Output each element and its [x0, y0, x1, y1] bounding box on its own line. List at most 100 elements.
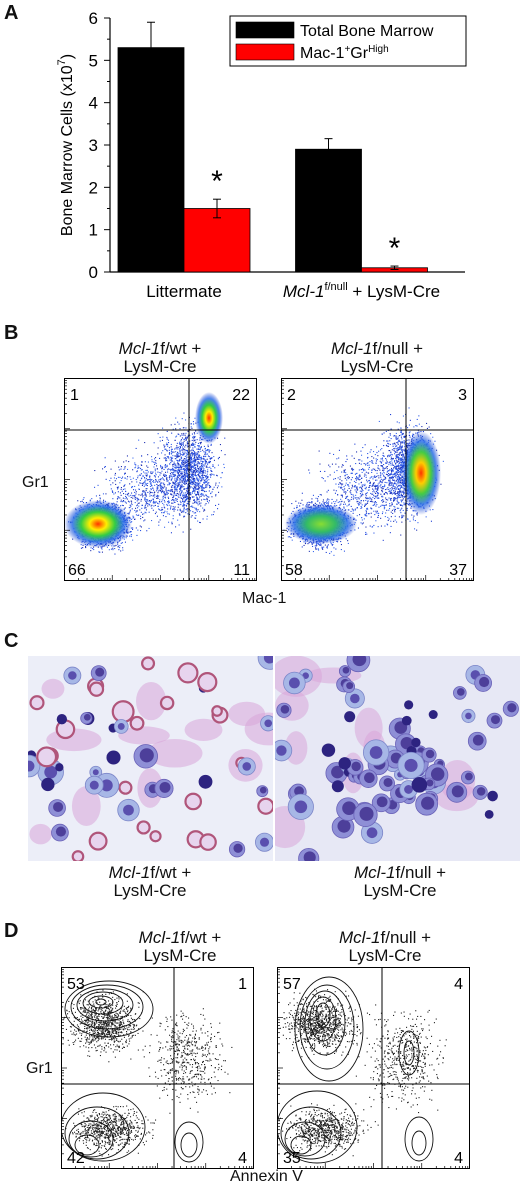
- event-dot: [120, 468, 122, 470]
- event-dot: [160, 466, 162, 468]
- event-dot: [157, 492, 159, 494]
- event-dot: [190, 456, 192, 458]
- event-dot: [194, 517, 196, 519]
- event-dot: [130, 531, 132, 533]
- event-dot: [162, 490, 164, 492]
- event-dot: [206, 518, 208, 520]
- quadrant-ll-value: 66: [68, 562, 86, 579]
- event-dot: [173, 510, 175, 512]
- event-dot: [97, 484, 99, 486]
- event-dot: [154, 491, 156, 493]
- event-dot: [152, 481, 154, 483]
- event-dot: [101, 551, 103, 553]
- event-dot: [132, 457, 134, 459]
- event-dot: [131, 487, 133, 489]
- event-dot: [183, 469, 185, 471]
- event-dot: [205, 490, 207, 492]
- event-dot: [205, 494, 207, 496]
- event-dot: [165, 488, 167, 490]
- event-dot: [157, 433, 159, 435]
- event-dot: [208, 449, 210, 451]
- event-dot: [122, 501, 124, 503]
- event-dot: [204, 504, 206, 506]
- event-dot: [209, 461, 211, 463]
- event-dot: [122, 497, 124, 499]
- event-dot: [196, 510, 198, 512]
- event-dot: [200, 487, 202, 489]
- event-dot: [185, 473, 187, 475]
- y-tick-label: 1: [89, 221, 98, 240]
- event-dot: [165, 474, 167, 476]
- event-dot: [167, 492, 169, 494]
- event-dot: [181, 475, 183, 477]
- event-dot: [176, 489, 178, 491]
- event-dot: [206, 465, 208, 467]
- event-dot: [201, 499, 203, 501]
- event-dot: [174, 471, 176, 473]
- event-dot: [144, 499, 146, 501]
- event-dot: [169, 472, 171, 474]
- event-dot: [118, 549, 120, 551]
- event-dot: [182, 475, 184, 477]
- event-dot: [163, 479, 165, 481]
- event-dot: [193, 436, 195, 438]
- event-dot: [136, 500, 138, 502]
- event-dot: [193, 467, 195, 469]
- event-dot: [166, 464, 168, 466]
- event-dot: [150, 471, 152, 473]
- event-dot: [194, 460, 196, 462]
- event-dot: [182, 443, 184, 445]
- event-dot: [184, 449, 186, 451]
- event-dot: [197, 458, 199, 460]
- event-dot: [189, 493, 191, 495]
- event-dot: [149, 501, 151, 503]
- event-dot: [296, 506, 298, 508]
- event-dot: [131, 508, 133, 510]
- event-dot: [121, 542, 123, 544]
- event-dot: [123, 485, 125, 487]
- event-dot: [134, 467, 136, 469]
- event-dot: [181, 466, 183, 468]
- event-dot: [157, 453, 159, 455]
- event-dot: [162, 491, 164, 493]
- event-dot: [170, 450, 172, 452]
- event-dot: [150, 499, 152, 501]
- event-dot: [148, 527, 150, 529]
- event-dot: [322, 547, 324, 549]
- event-dot: [181, 458, 183, 460]
- event-dot: [176, 494, 178, 496]
- y-tick-label: 6: [89, 9, 98, 28]
- event-dot: [145, 477, 147, 479]
- event-dot: [137, 467, 139, 469]
- event-dot: [179, 452, 181, 454]
- event-dot: [150, 482, 152, 484]
- event-dot: [146, 503, 148, 505]
- event-dot: [196, 469, 198, 471]
- event-dot: [195, 475, 197, 477]
- event-dot: [179, 481, 181, 483]
- legend-swatch: [235, 21, 295, 39]
- event-dot: [134, 509, 136, 511]
- event-dot: [154, 463, 156, 465]
- event-dot: [162, 478, 164, 480]
- event-dot: [190, 470, 192, 472]
- event-dot: [184, 498, 186, 500]
- event-dot: [178, 433, 180, 435]
- event-dot: [322, 501, 324, 503]
- event-dot: [155, 480, 157, 482]
- event-dot: [191, 466, 193, 468]
- event-dot: [135, 493, 137, 495]
- event-dot: [186, 460, 188, 462]
- event-dot: [182, 460, 184, 462]
- event-dot: [189, 492, 191, 494]
- event-dot: [175, 417, 177, 419]
- event-dot: [162, 436, 164, 438]
- event-dot: [187, 441, 189, 443]
- event-dot: [128, 495, 130, 497]
- event-dot: [148, 503, 150, 505]
- event-dot: [181, 495, 183, 497]
- event-dot: [108, 549, 110, 551]
- event-dot: [189, 451, 191, 453]
- event-dot: [197, 461, 199, 463]
- event-dot: [312, 494, 314, 496]
